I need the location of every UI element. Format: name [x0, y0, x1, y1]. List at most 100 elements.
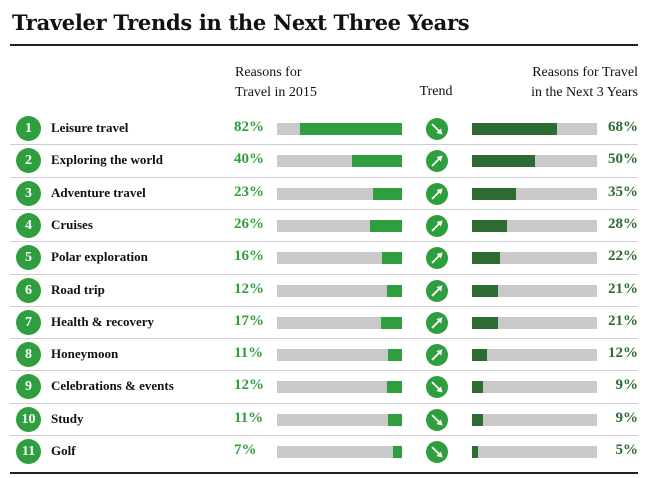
bar-next-3-years: [472, 219, 507, 232]
bar-next-3-years: [472, 155, 535, 168]
bar-track-2015: [277, 252, 402, 265]
category-label: Exploring the world: [51, 152, 163, 168]
trend-down-icon: [426, 408, 448, 431]
value-label-2015: 11%: [234, 345, 264, 362]
table-row: 6 Road trip 12% 21%: [0, 273, 646, 307]
value-label-next: 21%: [608, 312, 638, 329]
category-label: Adventure travel: [51, 184, 146, 200]
bar-track-next: [472, 284, 597, 297]
trend-up-icon: [426, 182, 448, 205]
value-label-2015: 82%: [234, 119, 264, 135]
value-label-2015: 40%: [234, 151, 264, 168]
bar-next-3-years: [472, 349, 487, 362]
value-label-next: 5%: [615, 442, 639, 458]
table-row: 8 Honeymoon 11% 12%: [0, 338, 646, 371]
category-label: Study: [51, 410, 84, 426]
table-row: 3 Adventure travel 23% 35%: [0, 176, 646, 210]
bar-next-3-years: [472, 381, 484, 394]
value-label-next: 68%: [608, 119, 638, 135]
bar-2015: [380, 316, 402, 329]
bar-2015: [373, 187, 402, 200]
value-label-next: 12%: [608, 345, 638, 362]
bar-track-2015: [277, 349, 402, 362]
value-label-2015: 23%: [234, 183, 264, 200]
trend-up-icon: [426, 150, 448, 173]
rank-badge: 9: [16, 374, 41, 400]
header-2015-line2: Travel in 2015: [235, 85, 317, 100]
bar-track-next: [472, 381, 597, 394]
rank-badge: 6: [16, 277, 41, 303]
value-label-2015: 26%: [234, 215, 264, 232]
category-label: Polar exploration: [51, 249, 148, 265]
header-next-line2: in the Next 3 Years: [531, 85, 638, 100]
bar-next-3-years: [472, 413, 484, 426]
bar-next-3-years: [472, 187, 516, 200]
category-label: Golf: [51, 443, 76, 458]
bar-track-next: [472, 349, 597, 362]
value-label-next: 9%: [615, 377, 639, 394]
bar-track-2015: [277, 155, 402, 168]
header-2015: Reasons for Travel in 2015: [235, 63, 317, 103]
bar-next-3-years: [472, 284, 499, 297]
bar-track-next: [472, 219, 597, 232]
bar-track-next: [472, 123, 597, 135]
category-label: Celebrations & events: [51, 378, 174, 394]
header-next-3-years: Reasons for Travel in the Next 3 Years: [531, 63, 638, 103]
bar-track-2015: [277, 381, 402, 394]
category-label: Road trip: [51, 281, 105, 297]
bar-next-3-years: [472, 316, 499, 329]
trend-up-icon: [426, 344, 448, 367]
trend-up-icon: [426, 279, 448, 302]
header-next-line1: Reasons for Travel: [532, 65, 638, 80]
bar-track-next: [472, 155, 597, 168]
bar-track-next: [472, 316, 597, 329]
bar-track-next: [472, 252, 597, 265]
trend-up-icon: [426, 214, 448, 237]
trend-up-icon: [426, 311, 448, 334]
bar-2015: [369, 219, 402, 232]
value-label-2015: 12%: [234, 377, 264, 394]
category-label: Leisure travel: [51, 120, 129, 135]
bar-2015: [393, 446, 402, 458]
rank-badge: 3: [16, 180, 41, 206]
rank-badge: 11: [16, 439, 41, 464]
value-label-next: 21%: [608, 280, 638, 297]
value-label-next: 22%: [608, 248, 638, 265]
bar-track-2015: [277, 413, 402, 426]
bar-track-2015: [277, 123, 402, 135]
bar-track-next: [472, 187, 597, 200]
table-row: 11 Golf 7% 5%: [0, 435, 646, 468]
value-label-2015: 12%: [234, 280, 264, 297]
trend-up-icon: [426, 247, 448, 270]
table-row: 9 Celebrations & events 12% 9%: [0, 370, 646, 403]
value-label-2015: 16%: [234, 248, 264, 265]
value-label-next: 28%: [608, 215, 638, 232]
rank-badge: 10: [16, 406, 41, 432]
header-trend: Trend: [419, 84, 453, 99]
value-label-next: 35%: [608, 183, 638, 200]
bar-2015: [299, 123, 402, 135]
category-label: Cruises: [51, 216, 93, 232]
bar-track-2015: [277, 187, 402, 200]
value-label-2015: 11%: [234, 409, 264, 426]
rank-badge: 8: [16, 342, 41, 368]
bar-track-2015: [277, 219, 402, 232]
value-label-next: 9%: [615, 409, 639, 426]
header-2015-line1: Reasons for: [235, 65, 302, 80]
trend-down-icon: [426, 376, 448, 399]
table-row: 5 Polar exploration 16% 22%: [0, 241, 646, 274]
bar-2015: [388, 349, 402, 362]
rank-badge: 1: [16, 116, 41, 141]
bar-track-2015: [277, 316, 402, 329]
table-row: 2 Exploring the world 40% 50%: [0, 144, 646, 177]
table-row: 4 Cruises 26% 28%: [0, 208, 646, 242]
rank-badge: 4: [16, 212, 41, 238]
rank-badge: 7: [16, 309, 41, 335]
value-label-2015: 17%: [234, 312, 264, 329]
category-label: Health & recovery: [51, 313, 154, 329]
bar-next-3-years: [472, 123, 557, 135]
bar-2015: [388, 413, 402, 426]
value-label-2015: 7%: [234, 442, 257, 458]
value-label-next: 50%: [608, 151, 638, 168]
rank-badge: 5: [16, 245, 41, 271]
